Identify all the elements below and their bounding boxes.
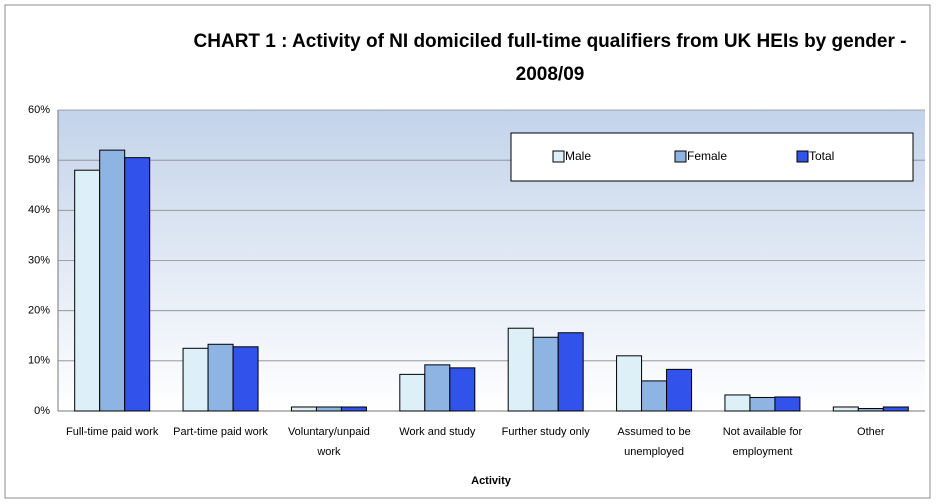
- bar: [207, 343, 234, 412]
- y-tick-label: 60%: [28, 104, 50, 116]
- x-tick-label: Full-time paid work: [66, 426, 159, 438]
- legend-label: Male: [565, 149, 591, 163]
- y-tick-label: 40%: [28, 204, 50, 216]
- x-tick-label: Work and study: [399, 426, 476, 438]
- x-tick-label: Other: [857, 426, 885, 438]
- bar: [724, 394, 751, 412]
- bar: [424, 364, 451, 412]
- legend-swatch: [796, 150, 809, 163]
- bar: [290, 406, 317, 412]
- x-tick-label: Voluntary/unpaid work: [287, 426, 370, 458]
- bar: [532, 336, 559, 412]
- bar: [340, 406, 367, 412]
- legend-box: [510, 132, 914, 182]
- bar: [74, 169, 101, 412]
- bar: [616, 355, 643, 412]
- bar: [749, 396, 776, 412]
- legend-label: Female: [687, 149, 727, 163]
- bar: [232, 346, 259, 412]
- legend-swatch: [552, 150, 565, 163]
- bar: [182, 347, 209, 412]
- y-tick-label: 20%: [28, 305, 50, 317]
- bar: [449, 367, 476, 412]
- x-tick-label: Part-time paid work: [173, 426, 268, 438]
- y-tick-label: 10%: [28, 355, 50, 367]
- bar: [557, 332, 584, 412]
- bar: [124, 157, 151, 412]
- bar: [857, 407, 884, 412]
- chart-title: CHART 1 : Activity of NI domiciled full-…: [193, 31, 907, 85]
- bar: [774, 396, 801, 412]
- bar: [99, 149, 126, 412]
- x-tick-label: Assumed to be unemployed: [617, 426, 691, 458]
- y-tick-label: 0%: [34, 405, 50, 417]
- legend-swatch: [674, 150, 687, 163]
- bar: [315, 406, 342, 412]
- y-tick-label: 30%: [28, 254, 50, 266]
- bar: [832, 406, 859, 412]
- bar: [507, 327, 534, 412]
- x-tick-label: Further study only: [501, 426, 590, 438]
- bar: [399, 373, 426, 412]
- x-axis-label: Activity: [471, 475, 512, 487]
- bar: [882, 406, 909, 412]
- y-tick-label: 50%: [28, 154, 50, 166]
- legend-label: Total: [809, 149, 834, 163]
- bar: [666, 368, 693, 412]
- bar: [641, 380, 668, 412]
- x-tick-label: Not available for employment: [722, 426, 803, 458]
- title-box: CHART 1 : Activity of NI domiciled full-…: [193, 31, 907, 85]
